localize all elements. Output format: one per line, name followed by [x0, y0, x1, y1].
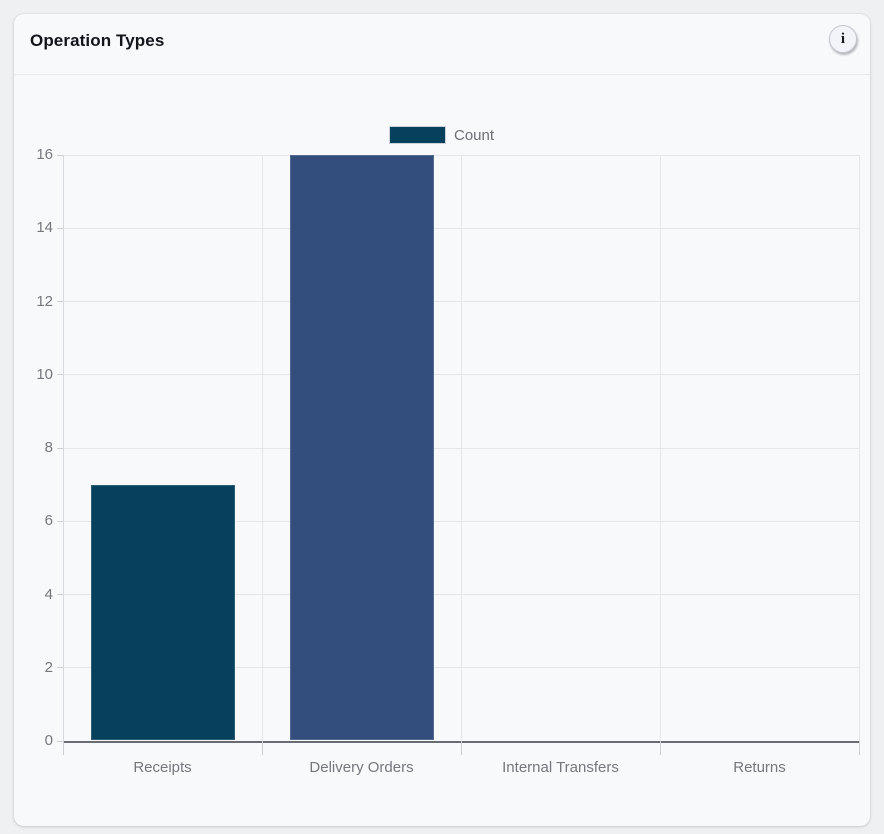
y-axis-label: 0 [44, 732, 53, 749]
x-tick-mark [858, 741, 860, 755]
x-tick-mark [460, 741, 462, 755]
legend-color-swatch [389, 127, 445, 143]
x-axis-label: Delivery Orders [309, 759, 414, 776]
info-icon: i [840, 30, 846, 47]
y-axis-label: 8 [44, 439, 53, 456]
x-axis-label: Returns [733, 759, 786, 776]
y-axis-label: 10 [36, 365, 53, 383]
y-axis-line [63, 155, 64, 741]
y-axis-label: 4 [44, 585, 53, 603]
y-tick-mark [57, 520, 63, 522]
y-tick-mark [57, 740, 63, 742]
x-gridline [261, 155, 263, 741]
y-tick-mark [57, 447, 63, 449]
y-axis-label: 14 [36, 219, 53, 237]
y-tick-mark [57, 594, 63, 595]
x-axis-line [63, 741, 859, 743]
y-axis-label: 6 [44, 512, 53, 530]
y-tick-mark [57, 227, 63, 229]
y-gridline [63, 301, 859, 302]
x-gridline [858, 155, 860, 741]
info-button[interactable]: i [829, 25, 857, 53]
y-tick-mark [57, 374, 63, 376]
y-axis-label: 2 [44, 658, 53, 676]
bar-receipts[interactable] [90, 484, 235, 740]
x-axis-label: Receipts [133, 759, 192, 776]
x-gridline [460, 155, 462, 741]
card-header: Operation Types i [14, 14, 870, 75]
y-tick-mark [57, 154, 63, 156]
chart-legend[interactable]: Count [14, 126, 870, 144]
y-axis-label: 16 [36, 146, 53, 163]
x-tick-mark [659, 741, 661, 755]
y-tick-mark [57, 667, 63, 669]
bar-delivery-orders[interactable] [289, 155, 434, 740]
y-axis-label: 12 [36, 292, 53, 310]
y-gridline [63, 447, 859, 449]
x-tick-mark [261, 741, 263, 755]
operation-types-card: Operation Types i Count 0 2 4 6 8 10 12 14 16 Rec… [14, 14, 870, 826]
y-gridline [63, 374, 859, 376]
y-tick-mark [57, 301, 63, 302]
legend-label: Count [453, 126, 495, 144]
x-tick-mark [62, 741, 64, 755]
y-gridline [63, 227, 859, 229]
x-axis-label: Internal Transfers [502, 759, 619, 776]
x-gridline [659, 155, 661, 741]
page-title: Operation Types [30, 31, 165, 50]
y-gridline [63, 154, 859, 156]
